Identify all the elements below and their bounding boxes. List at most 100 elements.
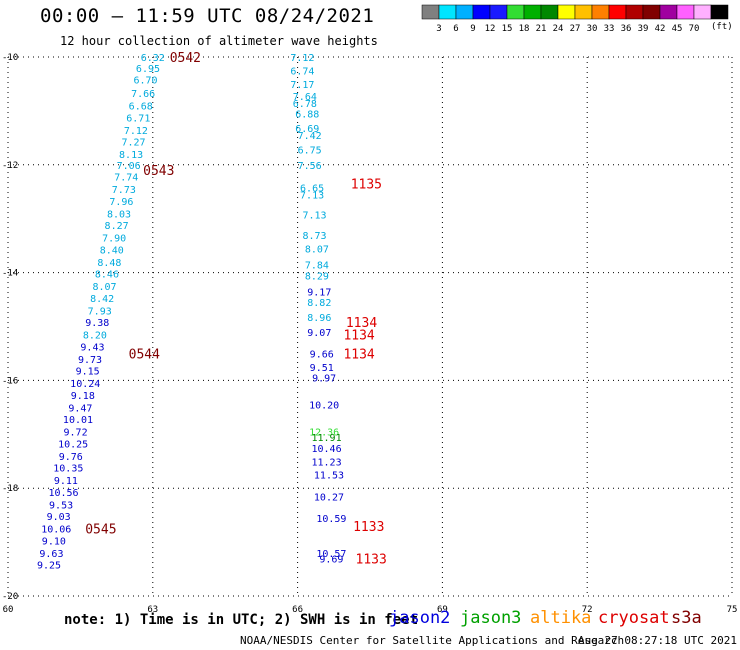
wave-height-label: 6.65 xyxy=(300,183,324,194)
legend-label: 24 xyxy=(553,24,564,34)
wave-height-label: 7.12 xyxy=(290,53,314,64)
wave-height-label: 7.66 xyxy=(131,89,155,100)
pass-time-label: 1134 xyxy=(343,347,374,362)
pass-time-label: 0542 xyxy=(170,51,201,66)
legend-label: 3 xyxy=(436,24,441,34)
wave-height-label: 8.46 xyxy=(95,270,119,281)
wave-height-label: 9.38 xyxy=(85,318,109,329)
x-tick-label: 60 xyxy=(3,605,14,615)
legend-label: 33 xyxy=(604,24,615,34)
wave-height-label: 6.71 xyxy=(126,113,150,124)
wave-height-label: 8.40 xyxy=(100,245,124,256)
wave-height-label: 8.96 xyxy=(307,313,331,324)
satellite-jason3: jason3 xyxy=(460,608,522,628)
legend-label: 36 xyxy=(621,24,632,34)
legend-label: 12 xyxy=(485,24,496,34)
wave-height-label: 7.90 xyxy=(102,234,126,245)
wave-height-label: 11.53 xyxy=(314,471,344,482)
legend-label: 21 xyxy=(536,24,547,34)
y-tick-label: -12 xyxy=(2,161,18,171)
x-tick-label: 72 xyxy=(582,605,593,615)
wave-height-label: 6.68 xyxy=(129,102,153,113)
wave-height-label: 9.63 xyxy=(39,549,63,560)
satellite-altika: altika xyxy=(530,608,592,628)
satellite-jason2: jason2 xyxy=(389,608,451,628)
satellite-s3a: s3a xyxy=(671,608,702,628)
y-tick-label: -20 xyxy=(2,592,18,602)
wave-height-label: 9.97 xyxy=(312,374,336,385)
wave-height-label: 9.03 xyxy=(47,512,71,523)
wave-height-label: 7.13 xyxy=(300,190,324,201)
wave-height-label: 10.56 xyxy=(48,488,78,499)
wave-height-label: 9.18 xyxy=(71,391,95,402)
pass-time-label: 1134 xyxy=(343,329,374,344)
wave-height-label: 10.27 xyxy=(314,492,344,503)
wave-height-label: 10.35 xyxy=(53,464,83,475)
wave-height-label: 8.13 xyxy=(119,150,143,161)
wave-height-label: 9.10 xyxy=(42,536,66,547)
wave-height-label: 9.51 xyxy=(310,363,334,374)
wave-height-label: 7.56 xyxy=(298,161,322,172)
legend-label: 6 xyxy=(453,24,458,34)
wave-height-label: 7.06 xyxy=(117,161,141,172)
wave-height-label: 7.74 xyxy=(114,173,138,184)
pass-time-label: 1133 xyxy=(353,520,384,535)
wave-height-label: 10.25 xyxy=(58,439,88,450)
wave-height-label: 9.47 xyxy=(68,403,92,414)
y-tick-label: -18 xyxy=(2,484,18,494)
wave-height-label: 7.27 xyxy=(121,138,145,149)
wave-height-label: 9.07 xyxy=(307,328,331,339)
wave-height-label: 9.43 xyxy=(80,342,104,353)
wave-height-label: 8.73 xyxy=(302,231,326,242)
data-points: 6.326.956.707.666.686.717.127.278.137.06… xyxy=(37,53,346,572)
wave-height-label: 8.82 xyxy=(307,298,331,309)
y-tick-label: -10 xyxy=(2,53,18,63)
wave-height-label: 9.69 xyxy=(319,554,343,565)
wave-height-label: 9.11 xyxy=(54,476,78,487)
timestamp: Aug 27 08:27:18 UTC 2021 xyxy=(578,634,737,647)
legend-swatch xyxy=(710,4,729,20)
wave-height-label: 8.03 xyxy=(107,209,131,220)
legend-label: 18 xyxy=(519,24,530,34)
wave-height-label: 6.88 xyxy=(295,110,319,121)
wave-height-label: 9.53 xyxy=(49,500,73,511)
wave-height-label: 7.64 xyxy=(293,92,317,103)
wave-height-label: 9.17 xyxy=(307,287,331,298)
x-tick-label: 66 xyxy=(292,605,303,615)
satellite-cryosat: cryosat xyxy=(598,608,670,628)
pass-time-label: 1133 xyxy=(356,552,387,567)
legend-label: 39 xyxy=(638,24,649,34)
legend-unit: (ft) xyxy=(711,22,733,32)
legend-label: 15 xyxy=(502,24,513,34)
x-tick-label: 75 xyxy=(727,605,738,615)
wave-height-label: 8.20 xyxy=(83,331,107,342)
wave-height-label: 9.72 xyxy=(64,428,88,439)
wave-height-label: 8.07 xyxy=(92,282,116,293)
wave-height-label: 7.84 xyxy=(305,261,329,272)
wave-height-label: 11.23 xyxy=(312,457,342,468)
wave-height-label: 10.20 xyxy=(309,401,339,412)
wave-height-label: 6.95 xyxy=(136,64,160,75)
legend-label: 42 xyxy=(655,24,666,34)
pass-time-label: 0544 xyxy=(129,347,160,362)
wave-height-label: 8.07 xyxy=(305,244,329,255)
wave-height-label: 7.42 xyxy=(298,131,322,142)
wave-height-label: 6.74 xyxy=(290,66,314,77)
wave-height-label: 6.75 xyxy=(298,146,322,157)
legend-label: 27 xyxy=(570,24,581,34)
wave-height-label: 10.46 xyxy=(312,444,342,455)
wave-height-label: 6.70 xyxy=(134,76,158,87)
wave-height-label: 12.36 xyxy=(309,428,339,439)
legend-label: 70 xyxy=(689,24,700,34)
wave-height-label: 9.76 xyxy=(59,452,83,463)
credit-line: NOAA/NESDIS Center for Satellite Applica… xyxy=(240,634,625,647)
wave-height-label: 8.48 xyxy=(97,258,121,269)
wave-height-label: 8.27 xyxy=(105,221,129,232)
y-tick-label: -16 xyxy=(2,376,18,386)
pass-time-label: 1134 xyxy=(346,316,377,331)
footer-note: note: 1) Time is in UTC; 2) SWH is in fe… xyxy=(64,612,419,628)
legend-label: 45 xyxy=(672,24,683,34)
